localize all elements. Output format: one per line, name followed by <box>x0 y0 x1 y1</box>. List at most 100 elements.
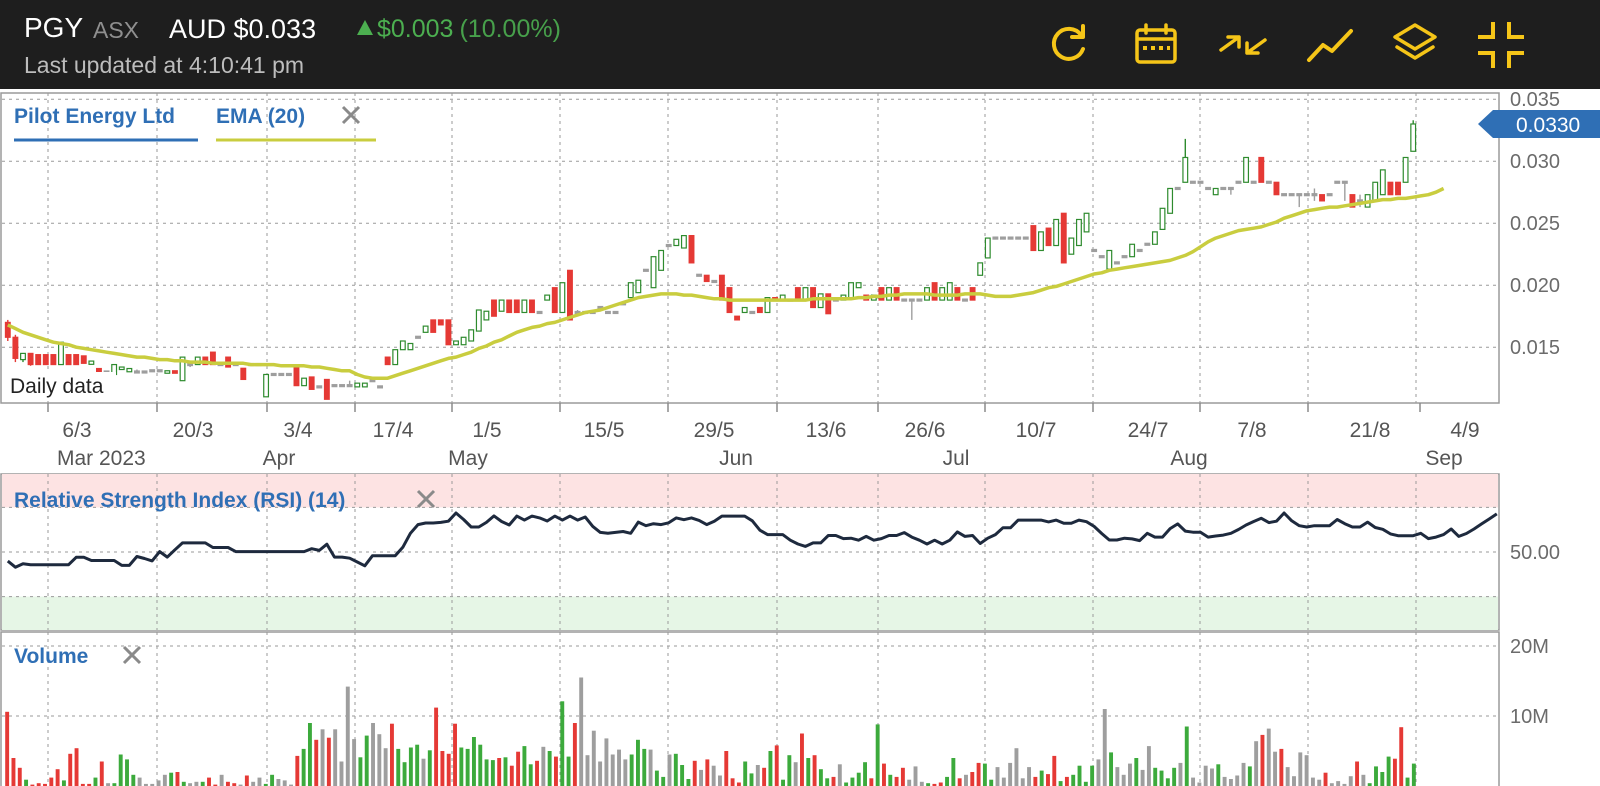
volume-bar <box>1235 775 1240 786</box>
candle-body <box>20 352 26 361</box>
line-chart-icon[interactable] <box>1305 20 1355 70</box>
refresh-icon[interactable] <box>1043 20 1093 70</box>
candle-body <box>308 376 315 390</box>
volume-bar <box>225 781 230 786</box>
candle-body <box>794 287 801 301</box>
volume-bar <box>692 760 697 786</box>
volume-bar <box>1292 776 1296 786</box>
volume-bar <box>591 730 596 786</box>
volume-axis-tick-label: 10M <box>1510 706 1549 728</box>
volume-bar <box>718 775 722 786</box>
price-axis-tick-label: 0.015 <box>1510 337 1560 359</box>
volume-bar <box>964 774 968 786</box>
candle-body <box>422 325 429 333</box>
candle-body <box>316 385 323 389</box>
x-axis-tick-label: 4/9 <box>1450 419 1479 442</box>
volume-bar <box>598 761 603 786</box>
candle-body <box>384 356 391 366</box>
volume-bar <box>1134 758 1139 786</box>
candle-body <box>1189 180 1196 184</box>
candle-body <box>612 310 619 315</box>
calendar-icon[interactable] <box>1131 20 1181 70</box>
volume-bar <box>1310 777 1315 786</box>
candle-body <box>703 274 710 283</box>
candle-body <box>604 310 611 315</box>
volume-bar <box>970 772 975 786</box>
volume-bar <box>1405 777 1410 786</box>
volume-bar <box>1386 756 1391 786</box>
candle-body <box>650 256 657 289</box>
candle-body <box>627 282 634 299</box>
volume-bar <box>1392 758 1397 786</box>
volume-bar <box>1260 734 1265 786</box>
candle-body <box>1159 207 1166 231</box>
volume-bar <box>667 754 672 786</box>
candle-body <box>931 282 938 301</box>
volume-bar <box>1355 761 1360 786</box>
volume-bar <box>907 779 912 786</box>
volume-bar <box>1399 727 1404 786</box>
candle-body <box>164 370 171 374</box>
candle-body <box>962 298 968 302</box>
candle-body <box>1334 180 1341 184</box>
candle-body <box>1129 243 1136 258</box>
ema-line <box>7 186 1445 380</box>
remove-rsi-close-icon[interactable] <box>416 489 436 509</box>
candle-body <box>141 370 148 374</box>
volume-bar <box>87 783 92 786</box>
volume-bar <box>831 776 836 786</box>
candle-body <box>399 340 406 351</box>
x-axis-month-label: Jul <box>943 447 970 470</box>
candle-body <box>756 306 763 314</box>
volume-bar <box>1159 770 1164 786</box>
volume-bar <box>781 779 785 786</box>
x-axis-tick-label: 6/3 <box>62 419 91 442</box>
candle-body <box>1091 248 1098 253</box>
layers-icon[interactable] <box>1390 20 1440 70</box>
x-axis-month-label: Aug <box>1170 447 1207 470</box>
volume-bar <box>364 735 369 786</box>
volume-bar <box>156 780 161 786</box>
volume-bar <box>326 737 331 786</box>
remove-volume-close-icon[interactable] <box>122 645 142 665</box>
candle-body <box>764 297 771 314</box>
volume-bar <box>629 754 634 786</box>
remove-ema-close-icon[interactable] <box>341 105 361 125</box>
candle-body <box>1182 156 1189 183</box>
volume-bar <box>982 763 987 786</box>
candle-body <box>544 294 551 301</box>
volume-bar <box>553 756 558 786</box>
volume-bar <box>1077 765 1082 786</box>
volume-bar <box>837 764 842 786</box>
candle-body <box>331 384 338 388</box>
volume-bar <box>604 738 609 786</box>
volume-bar <box>875 724 880 786</box>
volume-bar <box>995 767 1000 786</box>
volume-bar <box>863 762 868 786</box>
volume-bar <box>484 759 489 786</box>
volume-bar <box>345 686 350 786</box>
volume-bar <box>61 780 66 786</box>
candle-body <box>58 341 64 366</box>
volume-bar <box>888 774 893 786</box>
volume-bar <box>1008 762 1013 786</box>
volume-bar <box>169 772 174 786</box>
volume-bar <box>188 783 193 786</box>
compress-icon[interactable] <box>1218 20 1268 70</box>
x-axis-tick-label: 20/3 <box>173 419 214 442</box>
x-axis-month-label: Sep <box>1425 447 1462 470</box>
candle-body <box>133 370 140 374</box>
candle-body <box>1250 180 1257 184</box>
candle-body <box>1303 193 1310 197</box>
volume-bar <box>1228 779 1233 786</box>
volume-bar <box>232 783 237 786</box>
volume-bar <box>1033 776 1038 786</box>
x-axis-tick-label: 24/7 <box>1128 419 1169 442</box>
volume-bar <box>1058 781 1063 786</box>
volume-bar <box>74 748 79 786</box>
volume-bar <box>465 748 470 786</box>
volume-bar <box>1191 777 1196 786</box>
volume-bar <box>1064 776 1069 786</box>
exit-fullscreen-icon[interactable] <box>1476 20 1526 70</box>
candle-body <box>1410 123 1417 152</box>
